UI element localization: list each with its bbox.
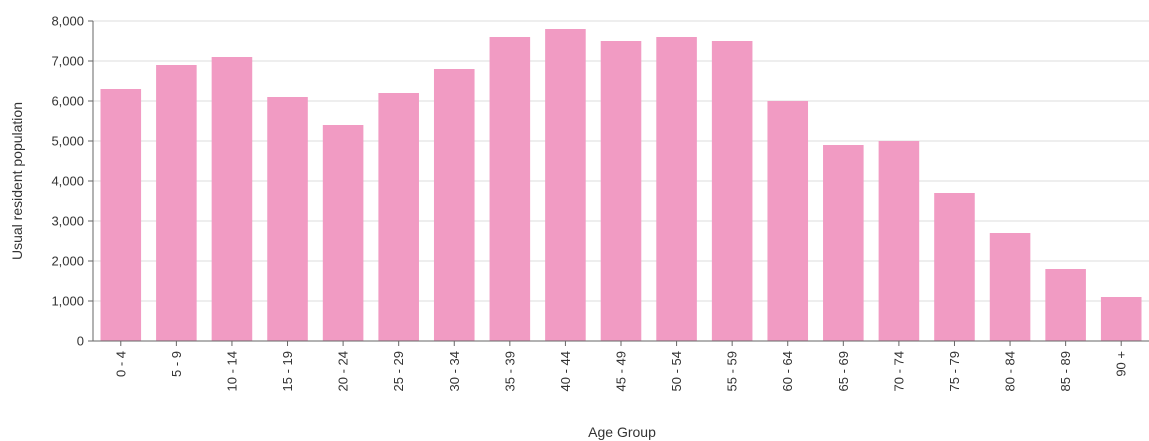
y-axis-title: Usual resident population <box>9 102 25 260</box>
bar[interactable] <box>1100 297 1142 341</box>
x-tick-label: 65 - 69 <box>836 351 851 391</box>
y-tick-label: 5,000 <box>51 134 84 149</box>
x-tick-label: 10 - 14 <box>224 351 239 391</box>
bar[interactable] <box>267 97 308 341</box>
bar[interactable] <box>767 101 809 341</box>
bar[interactable] <box>934 193 975 341</box>
bar[interactable] <box>433 69 475 341</box>
x-tick-label: 40 - 44 <box>558 351 573 391</box>
x-tick-label: 45 - 49 <box>614 351 629 391</box>
bar[interactable] <box>600 41 642 341</box>
x-tick-label: 70 - 74 <box>891 351 906 391</box>
bars <box>100 29 1142 341</box>
x-tick-label: 0 - 4 <box>113 351 128 377</box>
x-tick-label: 30 - 34 <box>447 351 462 391</box>
x-tick-label: 90 + <box>1114 351 1129 377</box>
y-tick-label: 0 <box>77 334 84 349</box>
y-tick-label: 4,000 <box>51 174 84 189</box>
bar[interactable] <box>378 93 419 341</box>
bar[interactable] <box>989 233 1031 341</box>
x-tick-label: 25 - 29 <box>391 351 406 391</box>
x-tick-label: 85 - 89 <box>1058 351 1073 391</box>
bar[interactable] <box>156 65 197 341</box>
bar[interactable] <box>711 41 753 341</box>
x-tick-label: 20 - 24 <box>336 351 351 391</box>
bar[interactable] <box>322 125 364 341</box>
y-tick-label: 2,000 <box>51 254 84 269</box>
y-tick-label: 3,000 <box>51 214 84 229</box>
bar[interactable] <box>1045 269 1086 341</box>
bar[interactable] <box>656 37 697 341</box>
x-tick-label: 15 - 19 <box>280 351 295 391</box>
bar[interactable] <box>489 37 531 341</box>
x-tick-label: 80 - 84 <box>1003 351 1018 391</box>
y-tick-label: 8,000 <box>51 14 84 29</box>
x-tick-label: 55 - 59 <box>725 351 740 391</box>
bar[interactable] <box>878 141 920 341</box>
x-tick-label: 60 - 64 <box>780 351 795 391</box>
x-tick-label: 35 - 39 <box>502 351 517 391</box>
x-tick-label: 75 - 79 <box>947 351 962 391</box>
x-axis-title: Age Group <box>588 424 656 440</box>
bar[interactable] <box>100 89 142 341</box>
x-tick-label: 50 - 54 <box>669 351 684 391</box>
bar[interactable] <box>545 29 586 341</box>
axes: 0 1,000 2,000 3,000 4,000 5,000 6,000 7,000 8,00… <box>51 14 1149 391</box>
bar[interactable] <box>211 57 253 341</box>
bar[interactable] <box>823 145 864 341</box>
y-tick-label: 6,000 <box>51 94 84 109</box>
y-tick-label: 1,000 <box>51 294 84 309</box>
x-tick-label: 5 - 9 <box>169 351 184 377</box>
y-tick-label: 7,000 <box>51 54 84 69</box>
